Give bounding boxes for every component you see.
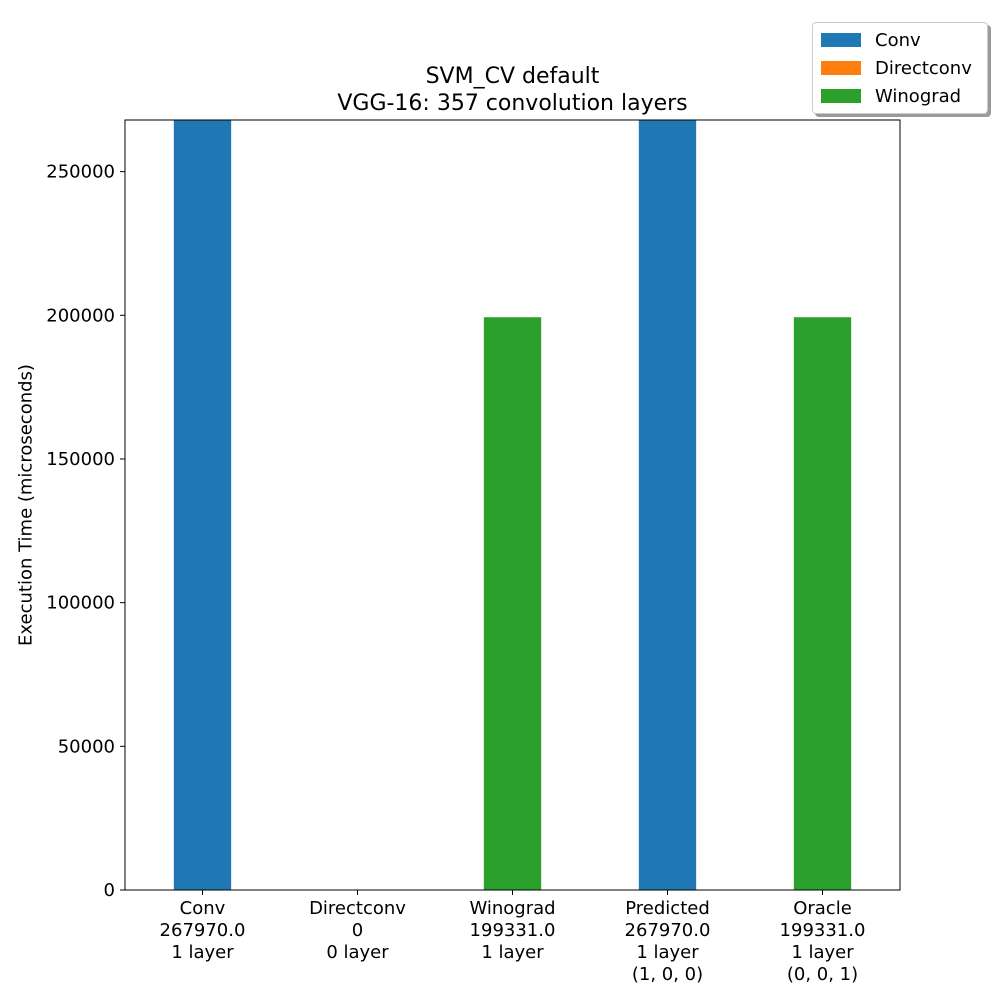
legend-swatch-conv [821, 33, 861, 47]
y-tick-label-1: 50000 [58, 736, 115, 757]
y-tick-label-5: 250000 [46, 162, 115, 183]
x-tick-label-line: Conv [179, 898, 226, 919]
y-tick-label-4: 200000 [46, 305, 115, 326]
bar-winograd-2 [483, 317, 542, 890]
y-axis-label: Execution Time (microseconds) [15, 364, 37, 646]
legend-label-winograd: Winograd [875, 85, 962, 107]
bar-conv-3 [638, 120, 697, 890]
x-tick-label-2: Winograd 199331.0 1 layer [438, 898, 588, 964]
x-tick-label-3: Predicted 267970.0 1 layer (1, 0, 0) [593, 898, 743, 986]
x-tick-label-line: 1 layer [171, 942, 234, 963]
y-tick-label-3: 150000 [46, 449, 115, 470]
legend-label-conv: Conv [875, 29, 921, 51]
x-tick-label-line: 1 layer [636, 942, 699, 963]
y-tick-label-0: 0 [104, 880, 115, 901]
legend-entry-directconv: Directconv [821, 57, 972, 79]
x-tick-label-line: 1 layer [791, 942, 854, 963]
x-tick-label-line: Directconv [309, 898, 406, 919]
y-tick-label-2: 100000 [46, 593, 115, 614]
x-tick-label-line: 0 layer [326, 942, 389, 963]
x-tick-label-line: (0, 0, 1) [786, 964, 859, 985]
chart-subtitle: VGG-16: 357 convolution layers [337, 91, 688, 116]
x-tick-label-line: Oracle [793, 898, 852, 919]
x-tick-label-line: 1 layer [481, 942, 544, 963]
x-tick-label-4: Oracle 199331.0 1 layer (0, 0, 1) [748, 898, 898, 986]
x-tick-label-line: 267970.0 [159, 920, 246, 941]
legend-entry-winograd: Winograd [821, 85, 961, 107]
x-tick-label-line: 0 [351, 920, 364, 941]
x-tick-label-line: 199331.0 [469, 920, 556, 941]
legend: Conv Directconv Winograd [812, 22, 988, 114]
legend-swatch-winograd [821, 89, 861, 103]
legend-label-directconv: Directconv [875, 57, 972, 79]
bar-conv-0 [173, 120, 232, 890]
x-tick-label-line: (1, 0, 0) [631, 964, 704, 985]
chart-title: SVM_CV default [425, 64, 600, 89]
bar-winograd-4 [793, 317, 852, 890]
legend-entry-conv: Conv [821, 29, 921, 51]
x-tick-label-0: Conv 267970.0 1 layer [128, 898, 278, 964]
legend-swatch-directconv [821, 61, 861, 75]
x-tick-label-line: Winograd [469, 898, 556, 919]
x-tick-label-line: 267970.0 [624, 920, 711, 941]
x-tick-label-1: Directconv 0 0 layer [283, 898, 433, 964]
x-tick-label-line: 199331.0 [779, 920, 866, 941]
x-tick-label-line: Predicted [625, 898, 710, 919]
